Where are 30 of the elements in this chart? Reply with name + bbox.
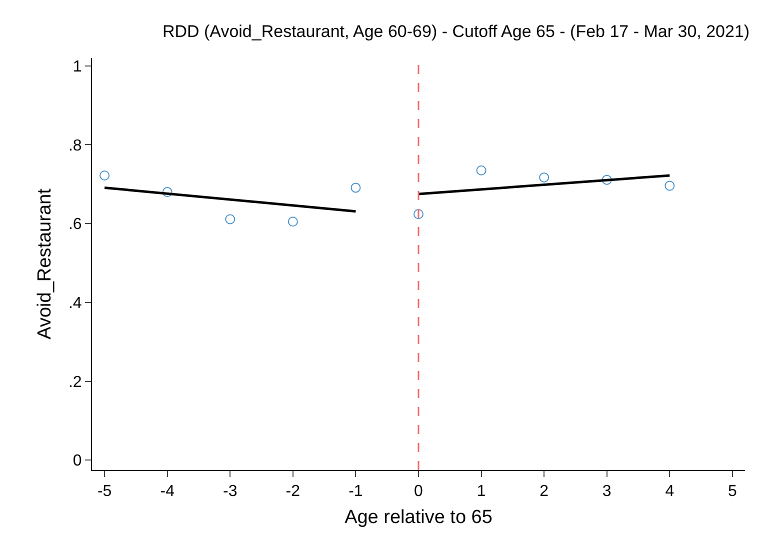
chart-title: RDD (Avoid_Restaurant, Age 60-69) - Cutoff Age 65 - (Feb 17 - Mar 30, 2021) xyxy=(162,22,750,41)
x-tick-label: 5 xyxy=(728,483,737,500)
point xyxy=(664,180,675,191)
x-tick-label: 0 xyxy=(414,483,424,500)
point xyxy=(350,182,361,193)
x-axis-title: Age relative to 65 xyxy=(344,507,492,528)
x-tick-label: -4 xyxy=(160,483,175,500)
point xyxy=(539,172,550,182)
y-tick-label: 0 xyxy=(72,452,82,470)
point xyxy=(162,187,172,198)
y-axis-title: Avoid_Restaurant xyxy=(34,188,56,340)
point xyxy=(225,214,236,224)
y-tick-label: .6 xyxy=(68,216,82,234)
x-tick-label: 1 xyxy=(476,483,486,500)
x-tick-label: -1 xyxy=(348,483,363,500)
x-tick-label: 4 xyxy=(665,483,674,500)
point xyxy=(414,209,424,220)
x-tick-label: -5 xyxy=(97,483,112,500)
x-tick-label: -3 xyxy=(223,483,238,500)
y-tick-label: .8 xyxy=(68,137,82,154)
x-tick-label: 3 xyxy=(602,483,612,500)
x-tick-label: 2 xyxy=(540,483,549,500)
point xyxy=(602,174,612,185)
y-tick-label: 1 xyxy=(72,58,82,76)
y-tick-label: .4 xyxy=(68,295,82,312)
x-tick-label: -2 xyxy=(286,483,300,500)
point xyxy=(476,165,486,176)
y-tick-label: .2 xyxy=(68,374,82,391)
point xyxy=(100,170,110,180)
point xyxy=(288,216,298,227)
